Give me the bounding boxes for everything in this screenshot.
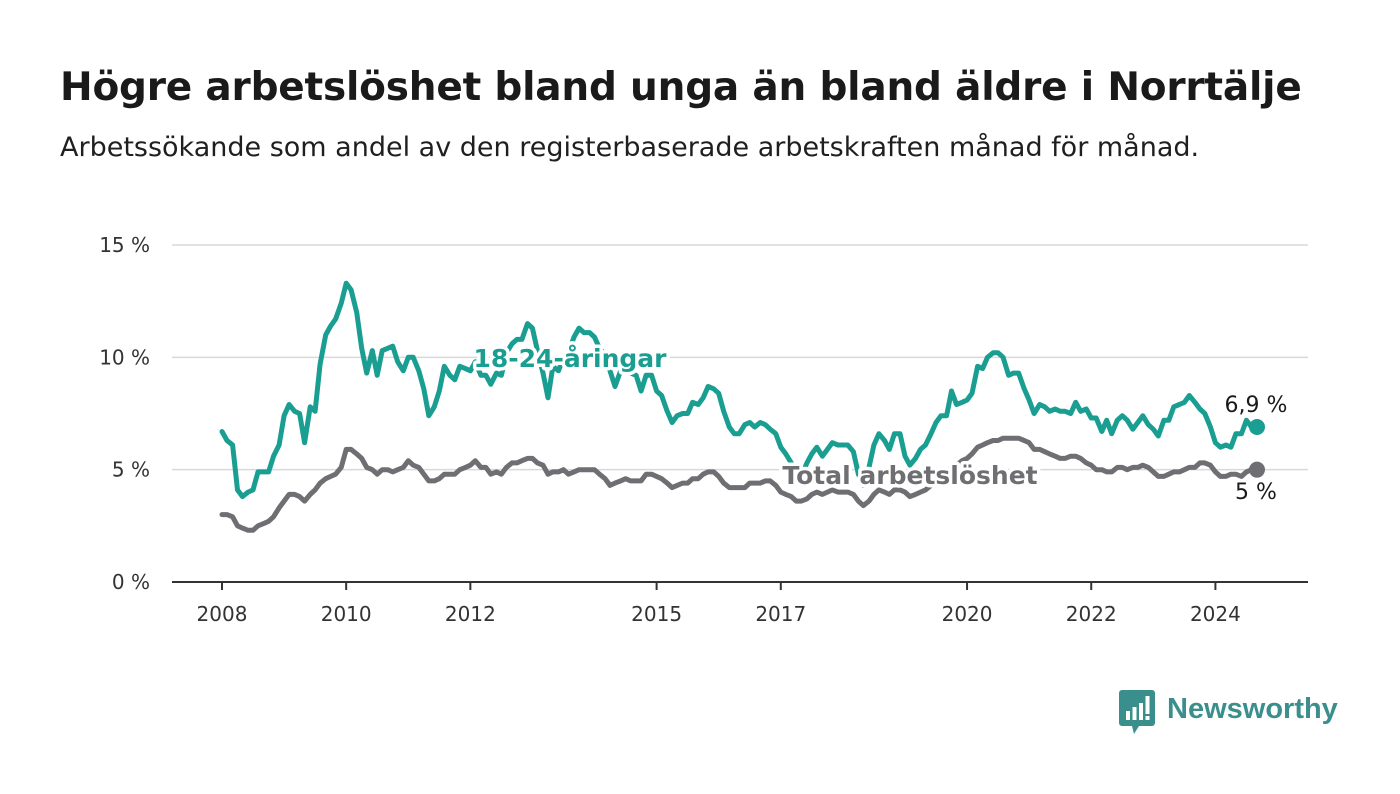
- end-label-youth: 6,9 %: [1225, 393, 1288, 418]
- series-lines: [219, 280, 1265, 533]
- brand-name: Newsworthy: [1167, 693, 1338, 725]
- series-line-youth: [219, 280, 1260, 500]
- newsworthy-logo: Newsworthy: [1119, 690, 1338, 734]
- chart-title: Högre arbetslöshet bland unga än bland ä…: [60, 65, 1302, 110]
- x-tick-label: 2024: [1190, 602, 1241, 626]
- x-tick-label: 2017: [755, 602, 806, 626]
- end-label-total: 5 %: [1235, 480, 1277, 505]
- y-tick-label: 10 %: [99, 345, 150, 369]
- end-point-total: [1249, 461, 1265, 478]
- x-tick-label: 2022: [1066, 602, 1117, 626]
- chart-subtitle: Arbetssökande som andel av den registerb…: [60, 132, 1200, 163]
- x-tick-label: 2015: [631, 602, 682, 626]
- y-axis-tick-labels: 0 % 5 % 10 % 15 %: [99, 233, 150, 594]
- x-tick-label: 2008: [197, 602, 248, 626]
- y-tick-label: 15 %: [99, 233, 150, 257]
- series-labels: 18-24-åringar Total arbetslöshet 6,9 % 5 %: [470, 341, 1290, 509]
- x-axis: 2008 2010 2012 2015 2017 2020 2022 2024: [197, 582, 1241, 626]
- end-point-youth: [1249, 418, 1265, 435]
- y-tick-label: 5 %: [112, 458, 150, 482]
- series-line-total: [219, 435, 1260, 533]
- series-label-youth: 18-24-åringar: [474, 344, 668, 373]
- x-tick-label: 2020: [942, 602, 993, 626]
- y-tick-label: 0 %: [112, 570, 150, 594]
- x-tick-label: 2012: [445, 602, 496, 626]
- series-label-total: Total arbetslöshet: [782, 461, 1037, 490]
- bar-chart-speech-bubble-icon: [1119, 690, 1155, 734]
- x-tick-label: 2010: [321, 602, 372, 626]
